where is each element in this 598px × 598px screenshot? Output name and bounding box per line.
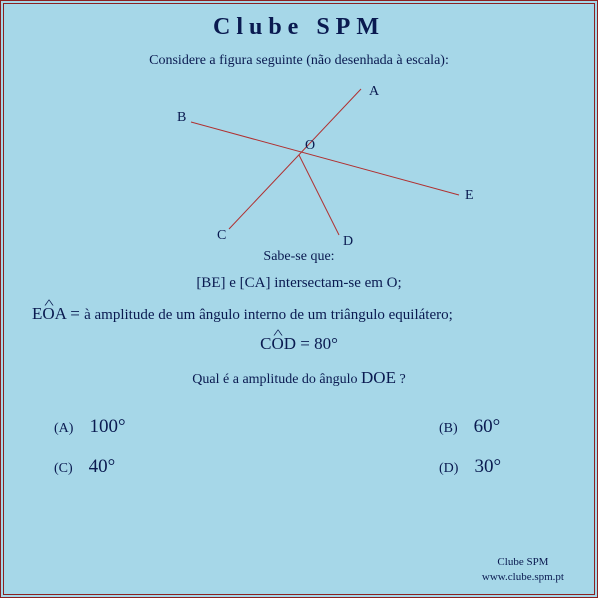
segment-OD — [299, 155, 339, 235]
answer-C: (C) 40° — [54, 456, 279, 478]
geometry-figure: A B O E C D — [119, 77, 479, 247]
segment-BE — [191, 122, 459, 195]
stmt2-eq: = — [66, 304, 84, 323]
footer-url: www.clube.spm.pt — [482, 570, 564, 584]
stmt2-rhs: à amplitude de um ângulo interno de um t… — [84, 307, 453, 323]
figure-container: A B O E C D — [24, 77, 574, 247]
footer-name: Clube SPM — [482, 555, 564, 569]
segment-CA: [CA] — [240, 275, 271, 291]
point-label-C: C — [217, 228, 226, 243]
stmt3-eq: = — [296, 334, 314, 353]
stmt1-tail: intersectam-se em O; — [270, 275, 401, 291]
statement-1: [BE] e [CA] intersectam-se em O; — [24, 275, 574, 292]
angle-EOA: EOA — [32, 304, 66, 323]
statement-3: COD = 80° — [24, 334, 574, 354]
statement-2: EOA = à amplitude de um ângulo interno d… — [24, 304, 574, 324]
problem-card: Clube SPM Considere a figura seguinte (n… — [0, 0, 598, 598]
answer-A: (A) 100° — [54, 416, 279, 438]
footer: Clube SPM www.clube.spm.pt — [482, 555, 564, 584]
point-label-E: E — [465, 188, 474, 203]
point-label-O: O — [305, 138, 315, 153]
page-title: Clube SPM — [24, 14, 574, 41]
answers-grid: (A) 100° (B) 60° (C) 40° (D) 30° — [54, 416, 544, 478]
intro-text: Considere a figura seguinte (não desenha… — [24, 53, 574, 69]
point-label-A: A — [369, 84, 380, 99]
answer-B: (B) 60° — [319, 416, 544, 438]
stmt1-mid: e — [225, 275, 239, 291]
answer-D: (D) 30° — [319, 456, 544, 478]
point-label-D: D — [343, 234, 353, 247]
segment-CA — [229, 89, 361, 229]
angle-DOE: DOE — [361, 368, 396, 387]
known-label: Sabe-se que: — [24, 249, 574, 265]
point-label-B: B — [177, 110, 186, 125]
angle-COD: COD — [260, 334, 296, 353]
stmt3-rhs: 80° — [314, 334, 338, 353]
segment-BE: [BE] — [196, 275, 225, 291]
question-text: Qual é a amplitude do ângulo DOE ? — [24, 368, 574, 388]
